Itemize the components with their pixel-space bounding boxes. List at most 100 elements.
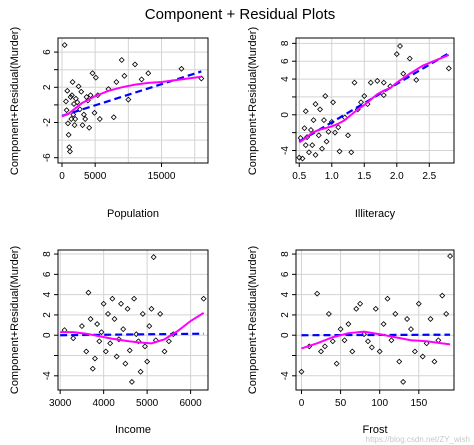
data-point	[368, 344, 375, 351]
data-point	[336, 148, 343, 155]
data-point	[393, 51, 400, 58]
data-point	[431, 358, 438, 365]
y-tick-label: -4	[280, 146, 291, 155]
data-point	[404, 316, 411, 322]
data-point	[364, 338, 371, 345]
data-point	[376, 348, 383, 355]
data-point	[351, 79, 358, 86]
x-tick-label: 50	[335, 398, 347, 409]
smooth-line	[301, 330, 451, 350]
y-tick-label: 0	[280, 332, 291, 338]
linear-fit-line	[61, 70, 202, 117]
data-point	[66, 148, 73, 155]
data-point	[423, 340, 430, 347]
data-point	[118, 300, 125, 307]
data-point	[126, 347, 133, 354]
data-point	[372, 305, 379, 312]
data-point	[323, 138, 330, 145]
data-point	[310, 117, 317, 124]
data-point	[337, 326, 344, 333]
data-point	[361, 331, 368, 338]
plot-frame	[295, 37, 455, 164]
linear-fit-line	[298, 52, 450, 143]
data-point	[96, 338, 103, 345]
data-point	[109, 295, 116, 302]
x-tick-label: 150	[410, 398, 427, 409]
data-point	[118, 57, 125, 63]
y-axis-label: Component+Residual(Murder)	[247, 27, 259, 175]
data-point	[302, 108, 309, 115]
data-point	[98, 329, 105, 336]
data-point	[318, 348, 324, 355]
data-point	[85, 289, 92, 296]
data-point	[157, 310, 164, 317]
data-point	[415, 300, 422, 307]
data-point	[74, 99, 81, 106]
data-point	[439, 292, 446, 299]
panel-1: 0 5000 15000 -6 -2 2 6 Population Component+Resi…	[9, 27, 209, 220]
data-point	[76, 106, 83, 113]
x-tick-label: 3000	[49, 398, 72, 409]
data-point	[122, 360, 129, 367]
y-tick-label: 4	[280, 76, 291, 82]
data-point	[61, 42, 68, 49]
smooth-line	[61, 75, 202, 118]
data-point	[296, 154, 303, 161]
x-axis-label: Illiteracy	[355, 208, 396, 220]
data-point	[302, 142, 309, 149]
data-point	[445, 65, 452, 72]
data-point	[62, 98, 69, 105]
data-point	[72, 116, 79, 122]
x-tick-label: 15000	[148, 171, 176, 182]
data-point	[66, 144, 73, 151]
y-tick-label: -4	[42, 371, 53, 380]
y-tick-label: 6	[280, 58, 291, 64]
data-point	[121, 72, 128, 79]
data-point	[92, 74, 99, 81]
data-point	[138, 76, 145, 83]
data-point	[406, 55, 413, 62]
data-point	[165, 338, 172, 345]
data-point	[400, 70, 407, 77]
data-point	[315, 132, 322, 139]
data-point	[80, 111, 87, 118]
data-point	[178, 65, 185, 72]
data-point	[345, 132, 351, 139]
data-point	[307, 126, 314, 133]
data-point	[419, 353, 426, 360]
data-point	[115, 336, 122, 343]
data-point	[75, 83, 82, 90]
y-tick-label: 8	[42, 251, 53, 257]
data-point	[79, 122, 86, 129]
data-point	[314, 290, 321, 297]
data-point	[321, 343, 328, 350]
data-point	[312, 151, 319, 158]
data-point	[317, 106, 324, 113]
data-point	[298, 368, 305, 375]
x-tick-label: 0	[59, 171, 65, 182]
data-point	[392, 310, 399, 317]
data-point	[443, 310, 450, 317]
x-tick-label: 100	[371, 398, 388, 409]
data-point	[380, 92, 387, 99]
data-point	[408, 326, 414, 333]
y-tick-label: 4	[280, 291, 291, 297]
data-point	[322, 93, 329, 100]
data-point	[70, 111, 77, 118]
y-tick-label: 8	[280, 251, 291, 257]
data-point	[78, 88, 85, 95]
smooth-line	[60, 312, 205, 345]
y-tick-label: 6	[280, 271, 291, 277]
data-point	[113, 79, 120, 85]
panel-3: 3000 4000 5000 6000 -4 0 2 4 6 8 Income Component+R…	[9, 246, 209, 436]
data-point	[325, 310, 332, 317]
data-point	[345, 321, 352, 328]
data-point	[299, 155, 306, 162]
data-point	[70, 335, 77, 342]
data-point	[69, 79, 76, 85]
data-point	[91, 109, 98, 116]
data-point	[361, 93, 368, 100]
y-tick-label: 0	[280, 112, 291, 118]
x-tick-label: 0.5	[292, 171, 306, 182]
data-point	[353, 305, 360, 312]
